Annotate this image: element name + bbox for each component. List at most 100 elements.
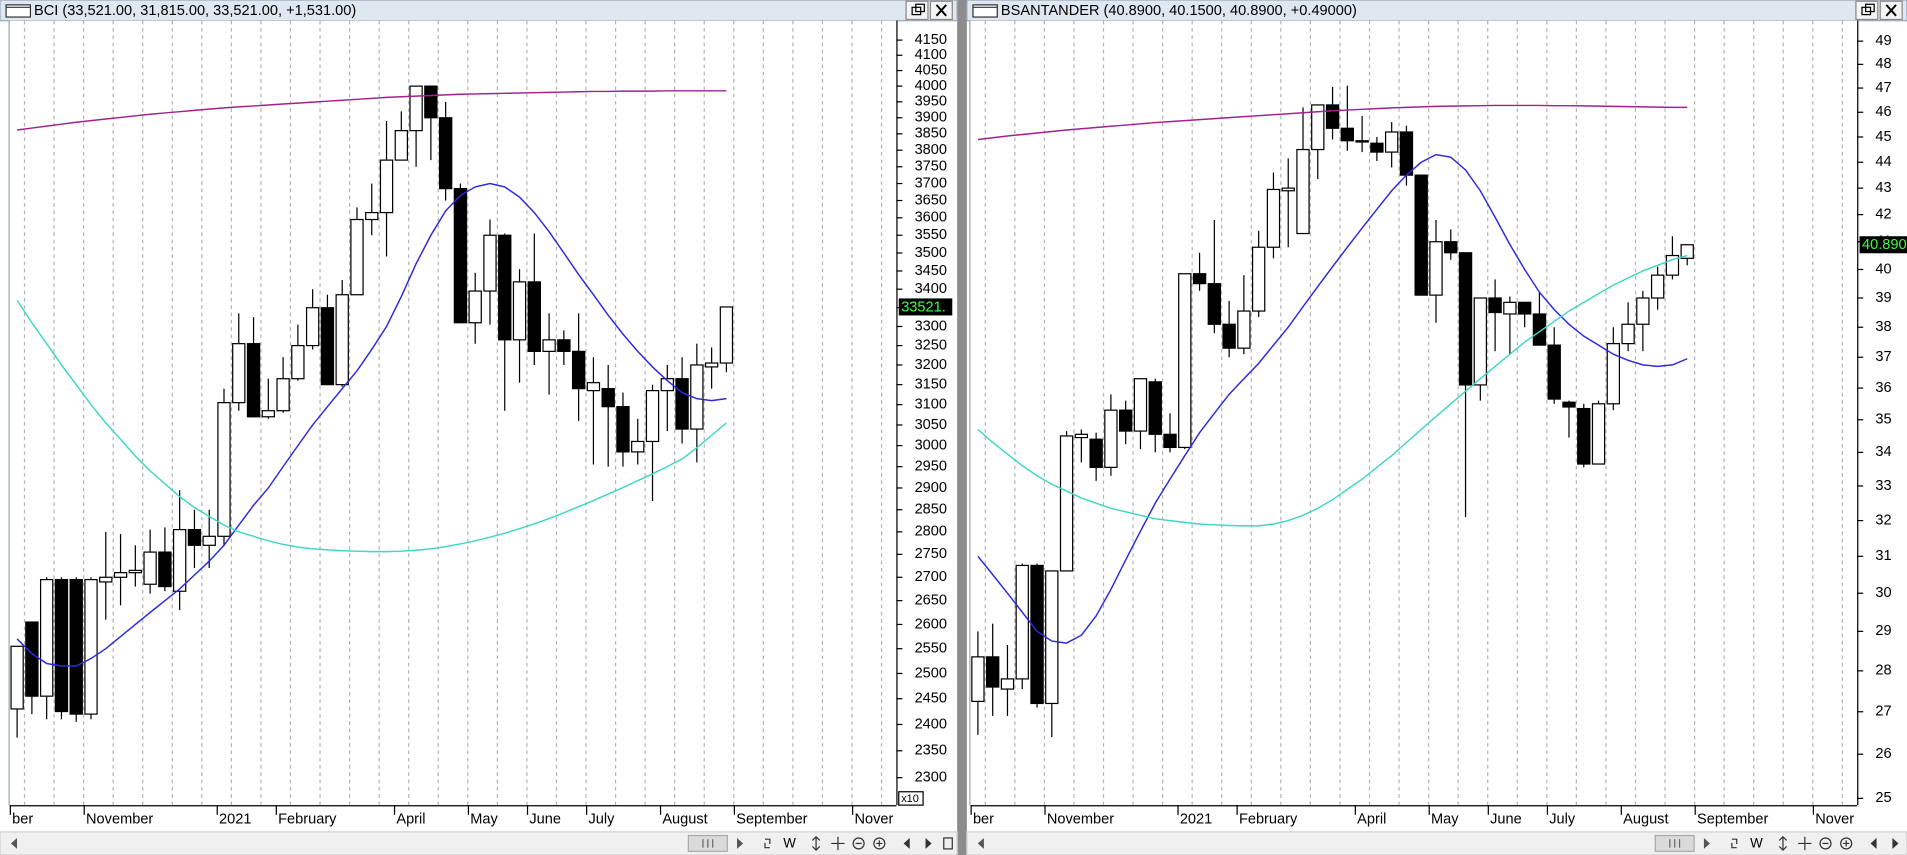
candle-body — [986, 656, 1000, 688]
candle-body — [1517, 301, 1532, 315]
candle-body — [1444, 241, 1458, 254]
y-tick-label: 27 — [1875, 704, 1891, 720]
last-value-label: 40.890 — [1862, 237, 1907, 253]
candle-body — [1577, 407, 1591, 465]
candle-body — [601, 388, 615, 408]
candle-body — [571, 350, 586, 390]
candle-body — [39, 578, 54, 697]
y-tick-label: 2950 — [915, 458, 947, 474]
tool-label[interactable]: W — [1750, 836, 1763, 851]
x-tick-label: Nover — [854, 812, 893, 828]
candle-body — [1473, 297, 1488, 386]
x-tick-label: June — [529, 812, 561, 828]
page-left[interactable] — [903, 837, 910, 849]
scroll-left[interactable] — [10, 837, 18, 849]
candle-body — [1089, 438, 1103, 468]
last-value-box — [1859, 236, 1907, 254]
candle-body — [320, 307, 335, 386]
x-tick-label: May — [470, 812, 498, 828]
scroll-left[interactable] — [977, 837, 984, 849]
y-tick-label: 42 — [1875, 206, 1891, 222]
x-tick-label: August — [1623, 812, 1668, 828]
chart-title: BCI (33,521.00, 31,815.00, 33,521.00, +1… — [34, 3, 356, 19]
y-tick-label: 2750 — [915, 546, 947, 562]
y-tick-label: 3550 — [915, 227, 947, 243]
tool-zoom-in[interactable] — [873, 837, 886, 850]
candle-body — [1414, 174, 1428, 296]
tool-scale[interactable] — [1731, 838, 1738, 849]
tool-zoom-in[interactable] — [1840, 837, 1853, 850]
candle-body — [1148, 381, 1162, 435]
scroll-right[interactable] — [1703, 837, 1710, 849]
page-end[interactable] — [943, 837, 953, 850]
tool-zoom-out[interactable] — [1819, 837, 1832, 850]
x-tick-label: September — [736, 812, 807, 828]
tool-vertical[interactable] — [811, 835, 821, 851]
tool-move[interactable] — [1798, 836, 1812, 851]
x-tick-label: November — [1047, 812, 1114, 828]
tool-scale[interactable] — [764, 838, 771, 849]
y-tick-label: 2700 — [915, 569, 947, 585]
candle-body — [1192, 273, 1207, 285]
tool-vertical[interactable] — [1778, 835, 1788, 851]
x-tick-label: August — [662, 812, 707, 828]
y-tick-label: 25 — [1875, 790, 1891, 806]
candle-body — [498, 234, 512, 341]
candle-body — [1059, 435, 1074, 572]
candle-body — [143, 551, 157, 585]
tool-zoom-out[interactable] — [852, 837, 865, 850]
plot-area — [970, 20, 1858, 806]
moving-average-line — [977, 254, 1688, 527]
candle-body — [1030, 564, 1044, 705]
moving-average-line — [977, 153, 1688, 644]
y-tick-label: 49 — [1875, 33, 1891, 49]
candle-body — [675, 378, 689, 430]
candle-body — [158, 551, 172, 588]
candle-body — [202, 535, 216, 546]
candle-body — [1281, 187, 1295, 192]
chart-panel: BCI (33,521.00, 31,815.00, 33,521.00, +1… — [0, 0, 958, 855]
tool-label[interactable]: W — [783, 836, 796, 851]
y-tick-label: 4150 — [915, 32, 947, 48]
candle-body — [1532, 313, 1547, 346]
candle-body — [1429, 241, 1443, 296]
y-tick-label: 2400 — [915, 716, 947, 732]
multiplier-box — [898, 791, 924, 806]
candle-body — [1251, 246, 1266, 312]
y-tick-label: 38 — [1875, 319, 1891, 335]
candle-body — [438, 117, 453, 190]
page-left[interactable] — [1870, 837, 1877, 849]
candle-body — [1311, 104, 1325, 151]
x-tick-label: ber — [12, 812, 33, 828]
scroll-right[interactable] — [737, 837, 744, 849]
candle-body — [99, 576, 113, 583]
candle-body — [365, 211, 379, 221]
x-tick-label: Nover — [1815, 812, 1854, 828]
close-icon — [935, 4, 947, 17]
window-icon — [5, 4, 32, 18]
candle-body — [1118, 409, 1133, 432]
candle-body — [586, 382, 601, 392]
page-right[interactable] — [925, 837, 932, 849]
candle-body — [305, 307, 320, 347]
close-icon — [1885, 4, 1897, 17]
tool-move[interactable] — [831, 836, 845, 851]
candle-body — [409, 85, 423, 132]
candle-body — [1266, 188, 1281, 248]
chart-title: BSANTANDER (40.8900, 40.1500, 40.8900, +… — [1001, 3, 1357, 19]
candle-body — [424, 85, 438, 119]
candles — [971, 85, 1694, 738]
y-tick-label: 3150 — [915, 377, 947, 393]
page-right[interactable] — [1892, 837, 1899, 849]
x-tick-label: July — [588, 812, 615, 828]
y-tick-label: 3100 — [915, 397, 947, 413]
y-tick-label: 34 — [1875, 444, 1891, 460]
candle-body — [1074, 433, 1089, 439]
window-icon — [972, 4, 998, 18]
y-tick-label: 4000 — [915, 78, 947, 94]
last-value-box — [898, 298, 953, 316]
y-tick-label: 2600 — [915, 616, 947, 632]
y-tick-label: 3000 — [915, 437, 947, 453]
candle-body — [1104, 409, 1118, 468]
